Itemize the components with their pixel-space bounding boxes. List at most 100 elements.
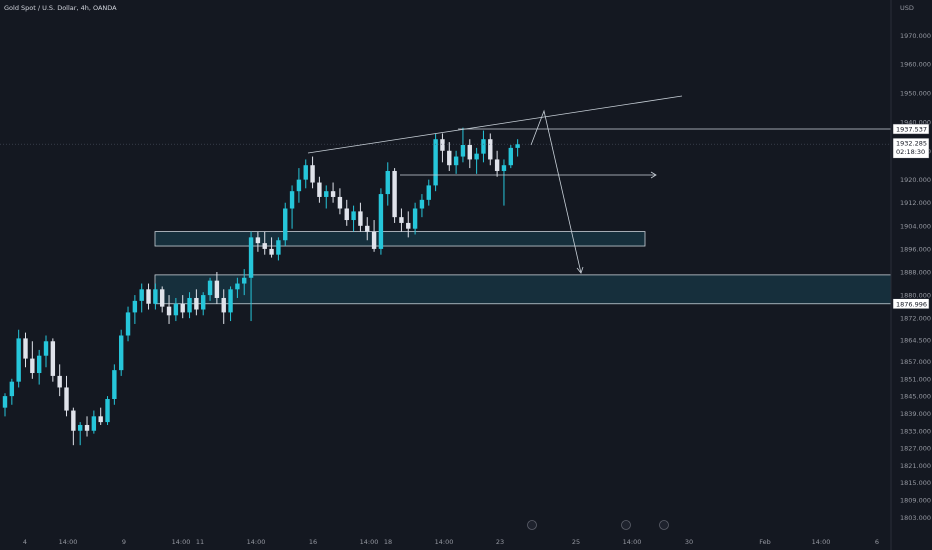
candle-body bbox=[160, 289, 165, 307]
x-tick-label: 14:00 bbox=[435, 538, 454, 546]
demand-zone-upper bbox=[154, 231, 646, 247]
candle-body bbox=[112, 370, 117, 399]
candle-body bbox=[399, 217, 404, 223]
price-label-box bbox=[892, 123, 930, 135]
candle-body bbox=[118, 335, 124, 371]
price-axis[interactable]: 1803.000 1809.000 1815.000 1821.000 1827.000… bbox=[900, 32, 931, 522]
candle-body bbox=[269, 248, 274, 255]
candle-body bbox=[84, 424, 90, 431]
candle-body bbox=[351, 211, 356, 221]
candle-body bbox=[344, 208, 349, 221]
x-tick-label: 14:00 bbox=[59, 538, 78, 546]
x-tick-label: 14:00 bbox=[172, 538, 191, 546]
candle-body bbox=[166, 306, 172, 316]
y-tick-label: 1857.000 bbox=[900, 358, 931, 366]
candle-body bbox=[303, 165, 308, 180]
x-tick-label: 9 bbox=[122, 538, 126, 546]
candle-body bbox=[187, 297, 192, 313]
y-tick-label: 1912.000 bbox=[900, 199, 931, 207]
flag-icon[interactable] bbox=[659, 520, 669, 530]
candle-body bbox=[447, 150, 452, 166]
candle-body bbox=[228, 289, 233, 313]
candle-body bbox=[378, 194, 384, 249]
candle-body bbox=[235, 283, 240, 290]
candle-body bbox=[501, 165, 507, 171]
candle-body bbox=[358, 211, 363, 226]
candle-body bbox=[91, 416, 97, 431]
x-tick-label: 4 bbox=[23, 538, 27, 546]
forecast-path bbox=[530, 109, 582, 274]
candle-body bbox=[330, 191, 336, 197]
y-tick-label: 1880.000 bbox=[900, 292, 931, 300]
candle-body bbox=[371, 231, 377, 249]
candle-body bbox=[180, 303, 185, 313]
y-tick-label: 1888.000 bbox=[900, 269, 931, 277]
candle-body bbox=[132, 300, 138, 313]
candle-body bbox=[460, 145, 466, 157]
trend-line bbox=[307, 95, 683, 154]
candle-body bbox=[283, 208, 288, 241]
candle-body bbox=[419, 199, 425, 209]
candle-body bbox=[508, 147, 513, 166]
candle-body bbox=[16, 338, 21, 382]
y-tick-label: 1864.500 bbox=[900, 336, 931, 344]
price-label-text: 1876.996 bbox=[896, 300, 927, 308]
candle-body bbox=[494, 159, 500, 171]
candle-body bbox=[255, 237, 261, 244]
candle-body bbox=[317, 182, 322, 197]
candle-body bbox=[221, 297, 226, 313]
candle-body bbox=[77, 424, 83, 431]
y-tick-label: 1920.000 bbox=[900, 176, 931, 184]
candle-body bbox=[194, 297, 199, 310]
x-tick-label: 6 bbox=[875, 538, 879, 546]
y-tick-label: 1950.000 bbox=[900, 90, 931, 98]
y-tick-label: 1896.000 bbox=[900, 245, 931, 253]
candle-body bbox=[412, 208, 418, 229]
candle-body bbox=[276, 240, 281, 255]
flag-icon[interactable] bbox=[621, 520, 631, 530]
drawings bbox=[0, 95, 891, 274]
event-markers[interactable] bbox=[527, 520, 669, 530]
candle-body bbox=[57, 375, 62, 388]
y-tick-label: 1827.000 bbox=[900, 445, 931, 453]
x-tick-label: 11 bbox=[196, 538, 204, 546]
candle-body bbox=[30, 358, 35, 374]
x-tick-label: 18 bbox=[384, 538, 392, 546]
demand-zone-lower bbox=[154, 274, 892, 305]
x-tick-label: 16 bbox=[309, 538, 317, 546]
candle-body bbox=[310, 165, 315, 183]
forecast-arrowhead bbox=[576, 266, 584, 274]
y-tick-label: 1839.000 bbox=[900, 410, 931, 418]
candle-body bbox=[146, 289, 151, 304]
lightning-icon[interactable] bbox=[527, 520, 537, 530]
candle-body bbox=[481, 139, 486, 154]
candle-body bbox=[43, 341, 49, 356]
candle-body bbox=[433, 139, 438, 186]
projection-arrowhead bbox=[650, 171, 657, 179]
x-tick-label: 14:00 bbox=[812, 538, 831, 546]
candle-body bbox=[64, 387, 69, 411]
y-tick-label: 1821.000 bbox=[900, 462, 931, 470]
candle-body bbox=[296, 179, 302, 192]
y-tick-label: 1940.000 bbox=[900, 118, 931, 126]
x-tick-label: Feb bbox=[759, 538, 771, 546]
candle-body bbox=[467, 145, 472, 160]
price-label-text: 1932.285 bbox=[896, 140, 927, 148]
price-label-countdown: 02:18:30 bbox=[896, 148, 925, 156]
candle-body bbox=[289, 191, 295, 209]
candle-body bbox=[125, 312, 131, 336]
candle-body bbox=[50, 341, 56, 376]
candle-body bbox=[242, 277, 247, 284]
candle-body bbox=[453, 156, 459, 166]
currency-label: USD bbox=[900, 4, 914, 12]
candle-body bbox=[207, 280, 213, 296]
candle-body bbox=[324, 191, 329, 197]
price-label-box bbox=[892, 137, 930, 159]
candles bbox=[2, 127, 520, 446]
time-axis[interactable]: 4 14:00 9 14:00 11 14:00 16 14:00 18 14:00 23 25 14:… bbox=[23, 538, 879, 546]
x-tick-label: 30 bbox=[685, 538, 693, 546]
candle-body bbox=[214, 280, 220, 298]
candle-body bbox=[71, 410, 76, 431]
